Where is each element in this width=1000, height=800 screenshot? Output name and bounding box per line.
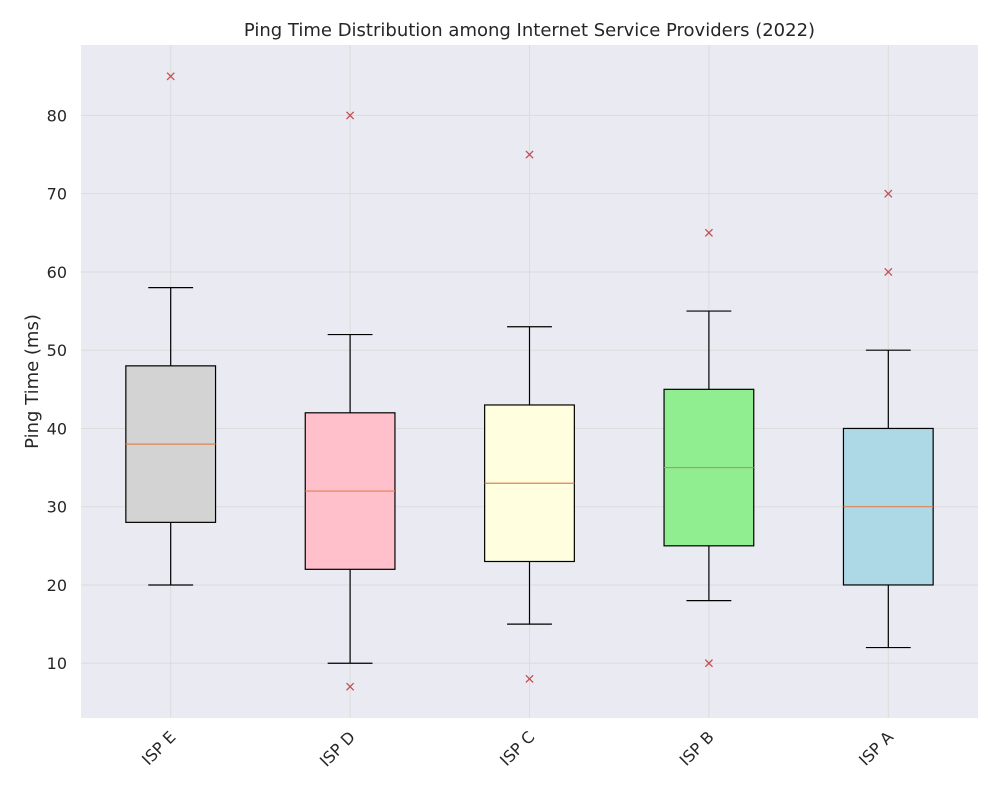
outlier-stroke (525, 150, 534, 159)
outlier-marker (704, 228, 713, 237)
outlier-stroke (346, 111, 355, 120)
outlier-marker (884, 267, 893, 277)
outlier-stroke (346, 682, 355, 691)
x-tick-label: ISP E (138, 727, 180, 769)
outlier-stroke (166, 72, 175, 81)
outlier-stroke (884, 189, 893, 198)
x-axis-ticks: ISP E ISP D ISP C ISP B ISP A (138, 727, 897, 770)
boxes (125, 72, 934, 691)
outlier-stroke (704, 659, 713, 668)
outlier-marker (525, 150, 534, 159)
chart-title: Ping Time Distribution among Internet Se… (244, 20, 815, 41)
outlier-stroke (704, 228, 713, 237)
x-tick-label: ISP D (316, 727, 359, 770)
x-tick-label: ISP A (855, 727, 897, 769)
y-tick-label: 40 (47, 419, 67, 438)
y-tick-label: 10 (47, 654, 67, 673)
y-tick-label: 50 (47, 341, 67, 360)
outlier-marker (166, 72, 175, 81)
outlier-marker (346, 111, 355, 120)
outlier-stroke (525, 674, 534, 683)
box-isp-d (304, 111, 396, 691)
y-tick-label: 30 (47, 498, 67, 517)
x-tick-label: ISP B (676, 727, 718, 769)
box-isp-a (842, 189, 934, 649)
box-isp-e (125, 72, 217, 586)
y-tick-label: 20 (47, 576, 67, 595)
y-tick-label: 80 (47, 106, 67, 125)
outlier-marker (884, 189, 893, 198)
outlier-stroke (884, 267, 893, 277)
outlier-marker (525, 674, 534, 683)
box-isp-b (663, 228, 755, 668)
outlier-marker (704, 659, 713, 668)
x-tick-label: ISP C (496, 727, 538, 769)
outlier-marker (346, 682, 355, 691)
y-tick-label: 60 (47, 263, 67, 282)
y-axis-ticks: 10 20 30 40 50 60 70 80 (47, 106, 67, 673)
y-axis-label: Ping Time (ms) (22, 314, 43, 449)
box-isp-c (484, 150, 575, 683)
y-tick-label: 70 (47, 185, 67, 204)
